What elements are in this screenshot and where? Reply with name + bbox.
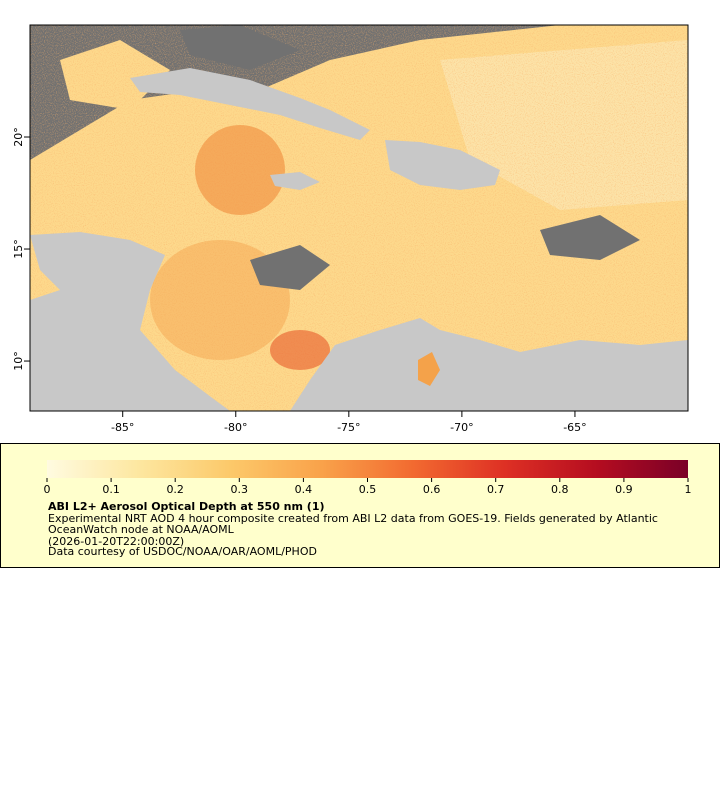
colorbar-tick-label: 0 — [44, 483, 51, 496]
land — [270, 172, 320, 190]
legend-line: Data courtesy of USDOC/NOAA/OAR/AOML/PHO… — [48, 545, 317, 558]
legend-line: (2026-01-20T22:00:00Z) — [48, 535, 184, 548]
colorbar-tick-label: 0.2 — [166, 483, 184, 496]
map-imagery — [30, 25, 688, 411]
aerosol-hotspot — [270, 330, 330, 370]
land — [30, 232, 230, 411]
colorbar — [47, 460, 688, 478]
land — [130, 68, 370, 140]
aerosol-hotspot — [195, 125, 285, 215]
legend-title: ABI L2+ Aerosol Optical Depth at 550 nm … — [48, 500, 325, 513]
x-tick-label: -85° — [111, 421, 134, 434]
colorbar-tick-label: 1 — [685, 483, 692, 496]
colorbar-tick-label: 0.9 — [615, 483, 633, 496]
x-tick-label: -75° — [337, 421, 360, 434]
cloud-patch — [250, 245, 330, 290]
y-tick-label: 10° — [12, 351, 25, 371]
cloud-patch — [540, 215, 640, 260]
colorbar-tick-label: 0.6 — [423, 483, 441, 496]
map-frame — [29, 24, 689, 412]
legend-line: OceanWatch node at NOAA/AOML — [48, 523, 235, 536]
x-tick-label: -65° — [563, 421, 586, 434]
colorbar-tick-label: 0.7 — [487, 483, 505, 496]
cloud-patch — [180, 25, 300, 70]
x-tick-label: -80° — [224, 421, 247, 434]
colorbar-tick-label: 0.8 — [551, 483, 569, 496]
land — [290, 318, 688, 411]
colorbar-tick-label: 0.1 — [102, 483, 120, 496]
x-tick-label: -70° — [450, 421, 473, 434]
legend-line: Experimental NRT AOD 4 hour composite cr… — [48, 512, 658, 525]
colorbar-tick-label: 0.4 — [295, 483, 313, 496]
land — [418, 352, 440, 386]
y-tick-label: 20° — [12, 127, 25, 147]
axes: -85° -80° -75° -70° -65° 10° 15° 20° — [12, 127, 587, 434]
colorbar-ticks: 0 0.1 0.2 0.3 0.4 0.5 0.6 0.7 0.8 0.9 1 — [44, 478, 692, 496]
land — [385, 140, 500, 190]
colorbar-tick-label: 0.5 — [359, 483, 377, 496]
colorbar-tick-label: 0.3 — [231, 483, 249, 496]
y-tick-label: 15° — [12, 239, 25, 259]
